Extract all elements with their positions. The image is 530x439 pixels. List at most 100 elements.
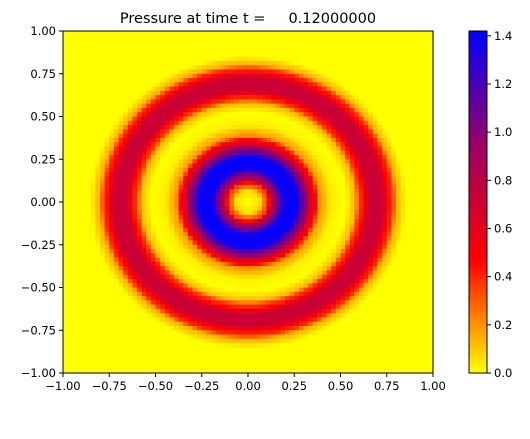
heatmap-cell xyxy=(266,95,272,101)
heatmap-cell xyxy=(100,125,106,130)
heatmap-cell xyxy=(382,35,388,41)
heatmap-cell xyxy=(234,52,240,58)
heatmap-cell xyxy=(229,129,235,135)
heatmap-cell xyxy=(211,69,217,75)
heatmap-cell xyxy=(312,184,318,190)
heatmap-cell xyxy=(280,253,286,259)
heatmap-cell xyxy=(104,112,110,118)
heatmap-cell xyxy=(187,90,194,96)
heatmap-cell xyxy=(109,274,115,280)
heatmap-cell xyxy=(100,197,106,203)
heatmap-cell xyxy=(150,257,157,263)
heatmap-cell xyxy=(123,133,129,139)
heatmap-cell xyxy=(63,227,69,233)
heatmap-cell xyxy=(363,210,369,216)
heatmap-cell xyxy=(271,189,277,195)
heatmap-cell xyxy=(118,172,124,177)
heatmap-cell xyxy=(335,116,342,122)
heatmap-cell xyxy=(312,60,318,66)
heatmap-cell xyxy=(359,249,365,254)
heatmap-cell xyxy=(206,184,212,190)
heatmap-cell xyxy=(169,291,175,297)
heatmap-cell xyxy=(127,253,133,259)
heatmap-cell xyxy=(345,73,351,79)
heatmap-cell xyxy=(86,291,92,297)
heatmap-cell xyxy=(377,180,383,186)
heatmap-cell xyxy=(160,283,166,289)
heatmap-cell xyxy=(308,137,314,143)
heatmap-cell xyxy=(127,69,133,75)
heatmap-cell xyxy=(396,270,402,276)
heatmap-cell xyxy=(317,231,323,237)
heatmap-cell xyxy=(372,163,379,169)
heatmap-cell xyxy=(285,52,291,58)
heatmap-cell xyxy=(95,287,101,293)
heatmap-cell xyxy=(331,210,337,216)
heatmap-cell xyxy=(224,56,231,62)
heatmap-cell xyxy=(322,210,328,216)
heatmap-cell xyxy=(197,244,203,250)
heatmap-cell xyxy=(224,112,231,118)
heatmap-cell xyxy=(261,257,268,263)
heatmap-cell xyxy=(396,257,402,263)
heatmap-cell xyxy=(224,270,231,276)
heatmap-cell xyxy=(238,197,244,203)
heatmap-cell xyxy=(377,206,383,212)
heatmap-cell xyxy=(322,283,328,289)
heatmap-cell xyxy=(354,39,360,45)
heatmap-cell xyxy=(178,184,184,190)
heatmap-cell xyxy=(224,180,231,186)
heatmap-cell xyxy=(95,210,101,216)
heatmap-cell xyxy=(90,231,96,237)
heatmap-cell xyxy=(206,189,212,195)
heatmap-cell xyxy=(303,150,309,156)
heatmap-cell xyxy=(345,154,351,160)
heatmap-cell xyxy=(252,206,258,212)
heatmap-cell xyxy=(261,73,268,79)
heatmap-cell xyxy=(206,43,212,49)
heatmap-cell xyxy=(164,133,170,139)
heatmap-cell xyxy=(345,206,351,212)
heatmap-cell xyxy=(340,69,346,75)
heatmap-cell xyxy=(201,112,207,118)
heatmap-cell xyxy=(211,261,217,267)
heatmap-cell xyxy=(150,210,157,216)
heatmap-cell xyxy=(178,219,184,224)
heatmap-cell xyxy=(312,236,318,242)
heatmap-cell xyxy=(81,189,87,195)
heatmap-cell xyxy=(76,236,83,242)
heatmap-cell xyxy=(354,99,360,105)
heatmap-cell xyxy=(386,154,392,160)
heatmap-cell xyxy=(150,142,157,148)
heatmap-cell xyxy=(303,291,309,297)
heatmap-cell xyxy=(423,31,429,36)
heatmap-cell xyxy=(123,210,129,216)
heatmap-cell xyxy=(164,206,170,212)
heatmap-cell xyxy=(224,52,231,58)
heatmap-cell xyxy=(382,283,388,289)
heatmap-cell xyxy=(428,206,434,212)
heatmap-cell xyxy=(243,146,249,152)
heatmap-cell xyxy=(109,257,115,263)
heatmap-cell xyxy=(298,35,305,41)
heatmap-cell xyxy=(146,253,152,259)
heatmap-cell xyxy=(201,261,207,267)
heatmap-cell xyxy=(294,219,300,224)
heatmap-cell xyxy=(164,120,170,126)
heatmap-cell xyxy=(90,129,96,135)
heatmap-cell xyxy=(289,197,295,203)
heatmap-cell xyxy=(155,253,161,259)
heatmap-cell xyxy=(113,253,120,259)
heatmap-cell xyxy=(197,167,203,173)
heatmap-cell xyxy=(146,249,152,254)
heatmap-cell xyxy=(409,73,416,79)
heatmap-cell xyxy=(174,31,180,36)
heatmap-cell xyxy=(76,287,83,293)
heatmap-cell xyxy=(160,266,166,272)
heatmap-cell xyxy=(285,214,291,220)
heatmap-cell xyxy=(271,60,277,66)
heatmap-cell xyxy=(428,103,434,109)
heatmap-cell xyxy=(229,291,235,297)
heatmap-cell xyxy=(183,240,189,246)
heatmap-cell xyxy=(127,257,133,263)
